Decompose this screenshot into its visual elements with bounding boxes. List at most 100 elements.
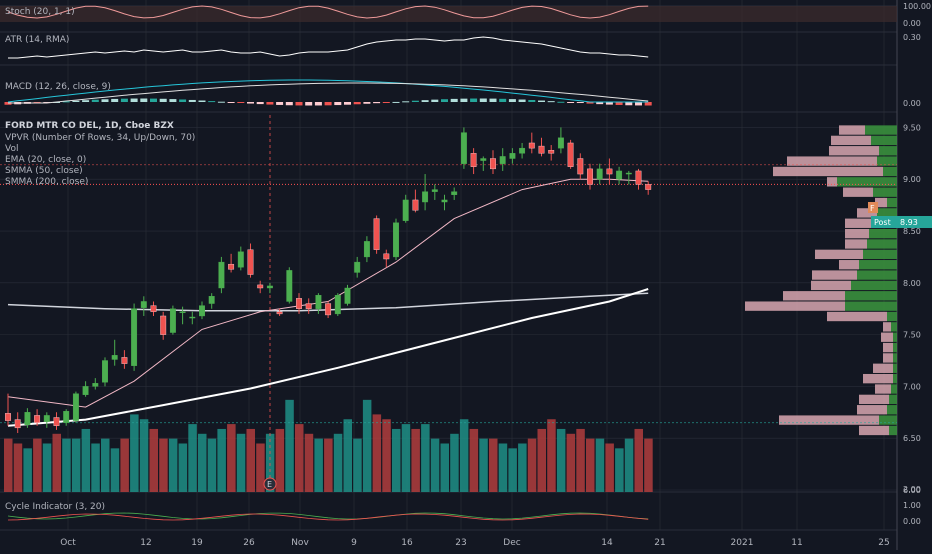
vpvr-up-bar [871,135,897,146]
candle-body [606,168,613,175]
candle-body [451,191,458,195]
volume-bar [91,443,100,492]
candle-body [509,153,516,159]
vpvr-up-bar [879,415,897,425]
cycle-line-a [7,512,649,520]
volume-bar [23,448,32,492]
volume-bar [586,438,595,492]
time-tick-label: 12 [140,538,151,548]
macd-hist-bar [120,98,128,102]
candle-body [402,199,409,221]
candle-body [72,393,79,421]
vpvr-down-bar [779,415,879,425]
macd-hist-bar [499,98,507,102]
volume-bar [459,419,469,492]
vpvr-down-bar [843,187,873,197]
atr-line [8,36,649,59]
candle-body [431,189,438,192]
vol-tick-top: 2.00 [903,485,921,494]
candle-body [548,150,555,154]
cycle-tick-0: 0.00 [903,517,921,526]
macd-hist-bar [62,101,70,103]
legend-vol: Vol [5,144,18,154]
cycle-tick-1: 1.00 [903,501,921,510]
earnings-marker[interactable] [263,477,277,491]
macd-hist-bar [256,102,264,105]
candle-body [480,158,487,161]
candle-body [82,386,89,395]
candle-body [383,253,390,260]
volume-bar [149,428,158,492]
volume-bar [537,428,546,492]
candle-body [140,301,147,308]
candle-body [208,296,215,304]
vpvr-up-bar [893,373,897,384]
macd-hist-bar [150,98,157,102]
candle-body [53,417,60,426]
stoch-pane: Stoch (20, 1, 1) 100.00 0.00 [0,2,931,28]
volume-bar [644,438,653,492]
price-tick-label: 9.00 [903,175,921,184]
macd-hist-bar [382,102,390,103]
stoch-tick-100: 100.00 [903,2,931,11]
stoch-tick-0: 0.00 [903,19,921,28]
candle-body [616,170,623,180]
vpvr-profile [745,125,897,436]
candles [5,127,652,434]
vpvr-up-bar [867,239,897,249]
macd-hist-bar [557,101,565,103]
vpvr-down-bar [857,208,877,218]
macd-hist-bar [441,99,448,102]
vpvr-down-bar [839,125,865,135]
flag-text: F [870,204,875,213]
macd-hist-bar [538,100,545,102]
cycle-legend: Cycle Indicator (3, 20) [5,502,105,512]
volume-bar [343,419,352,492]
macd-hist-bar [518,99,526,102]
macd-hist-bar [479,98,487,102]
post-label: Post [874,218,891,227]
macd-hist-bar [460,98,468,102]
vpvr-down-bar [859,425,889,436]
price-tick-label: 7.00 [903,382,921,391]
time-tick-label: 14 [601,538,613,548]
time-tick-label: 19 [191,538,203,548]
candle-body [460,132,467,164]
volume-bar [139,419,149,492]
volume-bar [421,424,430,492]
vpvr-up-bar [893,342,897,353]
candle-body [218,261,225,289]
time-tick-label: 23 [455,538,466,548]
macd-hist-bar [72,100,80,102]
volume-bar [285,399,294,492]
candle-body [5,413,11,421]
volume-bar [508,448,517,492]
volume-bar [362,399,372,492]
time-tick-label: 26 [243,538,255,548]
vpvr-up-bar [845,301,897,311]
volume-bar [634,428,643,492]
macd-hist-bar [353,102,361,105]
volume-bar [130,414,139,492]
post-value-text: 8.93 [900,218,918,227]
candle-body [557,137,564,149]
macd-hist-bar [363,102,371,104]
volume-bar [168,438,178,492]
legend-smma200: SMMA (200, close) [5,177,88,187]
candle-body [131,308,138,366]
volume-bar [556,428,566,492]
candle-body [519,147,526,154]
volume-bar [469,428,479,492]
volume-bar [430,438,440,492]
vpvr-down-bar [875,384,891,394]
volume-bar [275,428,285,492]
candle-body [276,311,283,315]
candle-body [490,158,496,170]
volume-bar [605,443,614,492]
macd-tick: 0.00 [903,99,921,108]
vpvr-down-bar [829,146,879,156]
vpvr-up-bar [889,394,897,405]
vpvr-up-bar [887,311,897,322]
volume-bar [624,438,634,492]
